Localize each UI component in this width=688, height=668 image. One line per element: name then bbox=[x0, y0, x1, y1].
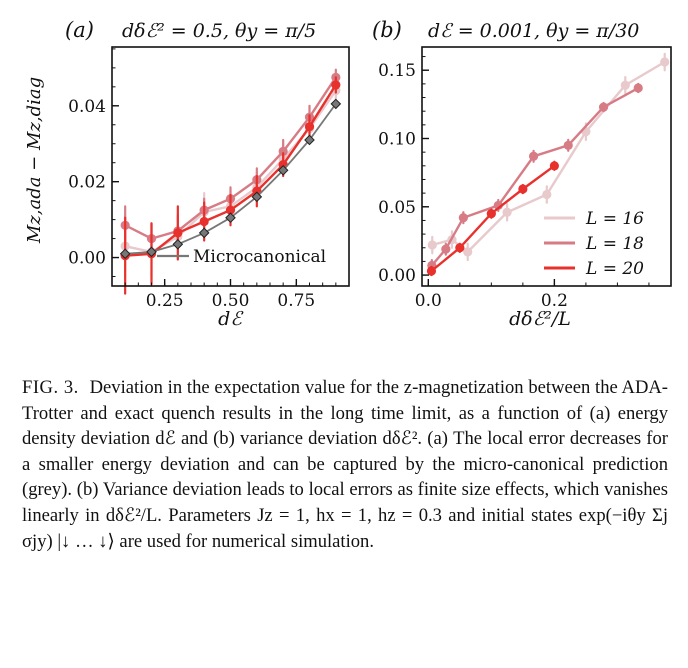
data-point bbox=[251, 191, 263, 203]
data-point bbox=[563, 140, 573, 150]
figure: (a) dδℰ² = 0.5, θy = π/5 Mz,ada − Mz,dia… bbox=[24, 18, 672, 330]
data-point bbox=[304, 122, 315, 132]
panel-b-title: dℰ = 0.001, θy = π/30 bbox=[428, 20, 639, 42]
panel-b-frame bbox=[421, 46, 672, 287]
panel-b-series-l-18 bbox=[427, 82, 643, 273]
data-point bbox=[331, 80, 341, 90]
y-tick-label: 0.05 bbox=[378, 198, 416, 218]
y-tick-label: 0.00 bbox=[378, 266, 416, 286]
data-point bbox=[518, 184, 528, 194]
caption-text: Deviation in the expectation value for t… bbox=[22, 377, 668, 552]
data-point bbox=[225, 212, 236, 224]
data-point bbox=[463, 247, 473, 257]
data-point bbox=[119, 248, 131, 260]
x-tick-label: 0.0 bbox=[415, 291, 442, 311]
series-line bbox=[125, 84, 337, 257]
x-tick-label: 0.2 bbox=[541, 291, 568, 311]
panel-b: (b) dℰ = 0.001, θy = π/30 dδℰ²/L 0.0 0.2 0… bbox=[372, 18, 672, 330]
series-line bbox=[125, 103, 337, 255]
panel-a-series-microcanonical bbox=[119, 98, 342, 260]
legend-l20-label: L = 20 bbox=[585, 259, 644, 279]
data-point bbox=[486, 209, 496, 219]
x-tick-label: 0.50 bbox=[212, 291, 250, 311]
x-tick-label: 0.75 bbox=[277, 291, 315, 311]
data-point bbox=[225, 205, 236, 215]
legend-microcanonical-label: Microcanonical bbox=[193, 247, 326, 267]
data-point bbox=[198, 227, 210, 239]
panel-b-label: (b) bbox=[372, 18, 402, 42]
y-tick-label: 0.04 bbox=[68, 97, 106, 117]
data-point bbox=[542, 189, 552, 200]
panel-a-ylabel: Mz,ada − Mz,diag bbox=[24, 77, 45, 244]
legend-l16-label: L = 16 bbox=[585, 209, 644, 229]
caption-label: FIG. 3. bbox=[22, 377, 79, 398]
legend-l18-label: L = 18 bbox=[585, 234, 644, 254]
data-point bbox=[426, 266, 437, 276]
data-point bbox=[330, 98, 342, 110]
panel-a-legend: Microcanonical bbox=[157, 247, 326, 267]
data-point bbox=[598, 102, 609, 112]
data-point bbox=[660, 57, 670, 67]
data-point bbox=[199, 216, 209, 227]
data-point bbox=[458, 213, 468, 223]
panel-a-title: dδℰ² = 0.5, θy = π/5 bbox=[122, 20, 316, 42]
data-point bbox=[455, 243, 465, 253]
data-point bbox=[502, 207, 512, 217]
y-tick-label: 0.00 bbox=[68, 249, 106, 269]
x-tick-label: 0.25 bbox=[146, 291, 184, 311]
panel-b-series-l-20 bbox=[426, 160, 559, 277]
data-point bbox=[304, 134, 315, 146]
data-point bbox=[620, 80, 630, 90]
panel-a-label: (a) bbox=[65, 18, 94, 42]
panel-b-series-l-16 bbox=[427, 52, 670, 262]
data-point bbox=[427, 240, 437, 250]
y-tick-label: 0.02 bbox=[68, 173, 106, 193]
panel-a-xlabel: dℰ bbox=[218, 308, 244, 330]
data-point bbox=[441, 244, 451, 254]
panel-b-xlabel: dδℰ²/L bbox=[509, 308, 571, 330]
series-line bbox=[430, 86, 639, 267]
data-point bbox=[549, 161, 559, 171]
series-line bbox=[430, 164, 556, 272]
data-point bbox=[146, 246, 157, 258]
data-point bbox=[172, 238, 184, 250]
figure-caption: FIG. 3. Deviation in the expectation val… bbox=[22, 375, 668, 554]
data-point bbox=[278, 146, 288, 156]
y-tick-label: 0.10 bbox=[378, 130, 416, 150]
panel-a: (a) dδℰ² = 0.5, θy = π/5 Mz,ada − Mz,dia… bbox=[24, 18, 350, 330]
data-point bbox=[633, 83, 643, 93]
series-line bbox=[124, 89, 337, 254]
data-point bbox=[528, 151, 539, 161]
y-tick-label: 0.15 bbox=[378, 61, 416, 81]
data-point bbox=[277, 164, 289, 176]
panel-b-legend: L = 16 L = 18 L = 20 bbox=[544, 209, 644, 279]
data-point bbox=[173, 228, 183, 238]
